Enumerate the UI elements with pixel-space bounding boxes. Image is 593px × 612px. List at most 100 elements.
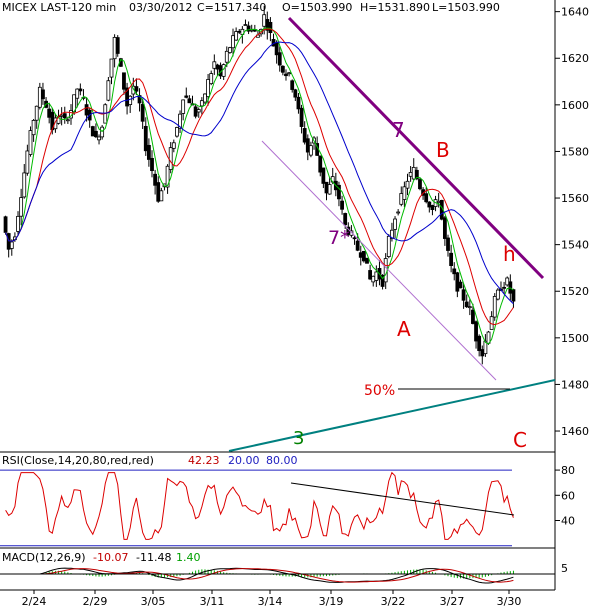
candle [165,164,170,194]
candle [137,88,142,112]
header-date: 03/30/2012 [129,1,192,14]
ma-slow-line [5,41,514,305]
candle [277,46,282,72]
label-wave-a: A [397,317,411,341]
price-tick-label: 1560 [561,192,589,205]
candle [265,11,270,40]
candle [495,288,500,301]
candle [427,201,432,213]
candle [321,167,326,189]
candle [296,92,301,114]
ma-mid-line [5,28,514,326]
candle [3,215,8,235]
candle [28,126,33,157]
candle [34,105,39,129]
candle [100,125,105,140]
candle [393,216,397,238]
candle [408,166,413,182]
x-tick-label: 3/19 [319,595,344,608]
candle [156,176,161,203]
candle [94,123,98,139]
candle [492,293,497,321]
candle [37,82,42,110]
x-tick-label: 3/11 [200,595,225,608]
price-tick-label: 1640 [561,6,589,19]
candle [243,19,248,26]
header-open: O=1503.990 [282,1,352,14]
candle [430,204,435,216]
price-tick-label: 1620 [561,52,589,65]
candle [424,187,429,204]
candle [153,169,158,195]
x-axis: 2/24 2/29 3/05 3/11 3/14 3/19 3/22 3/27 3/30 [22,590,521,608]
price-tick-label: 1520 [561,285,589,298]
candle [224,46,229,68]
candle [134,78,139,96]
candle [234,27,239,41]
candle [22,164,27,199]
candle [209,70,214,86]
rsi-divergence-line [290,482,515,516]
support-line-3 [228,379,556,452]
candle [449,244,454,273]
candle [231,28,235,57]
candle [199,97,204,115]
macd-value-3: 1.40 [176,551,201,564]
candle [87,108,92,128]
candle [97,134,101,145]
candle [365,257,369,264]
x-tick-label: 2/29 [83,595,108,608]
header-close: C=1517.340 [197,1,266,14]
candle [284,69,288,81]
candle [75,88,80,108]
label-fib-50: 50% [364,383,395,399]
label-support-3: 3 [293,428,304,449]
candle [374,265,379,287]
candle [327,177,332,195]
candle [178,110,182,134]
candle [106,76,111,102]
candle [203,93,207,104]
candle [59,107,64,126]
x-tick-label: 3/22 [381,595,406,608]
candle [196,107,201,118]
candle [489,311,494,330]
candle [128,95,133,113]
candle [309,141,313,158]
candle [390,222,394,242]
candle [442,215,447,246]
candle [25,144,30,176]
candle [175,126,179,138]
rsi-tick-label: 60 [561,489,575,502]
candle [405,173,410,196]
rsi-upper-value: 80.00 [266,454,298,467]
candle [361,250,366,263]
candle [471,303,475,325]
candle [44,97,48,109]
candle [461,283,466,309]
rsi-tick-label: 80 [561,464,575,477]
x-tick-label: 3/27 [440,595,465,608]
candle [143,117,148,156]
macd-value-2: -11.48 [136,551,171,564]
macd-signal-line [5,568,514,583]
candle [84,98,89,122]
rsi-lower-value: 20.00 [228,454,260,467]
candle [464,294,469,308]
x-tick-label: 2/24 [22,595,47,608]
header-low: L=1503.990 [432,1,500,14]
price-tick-label: 1500 [561,332,589,345]
trendline-lower-7-star [261,140,497,381]
header-symbol: MICEX LAST-120 min [2,1,116,14]
candle [184,87,189,99]
candle [227,46,232,54]
candle [324,181,329,201]
candle [109,58,114,85]
candle [31,118,36,142]
candle [212,54,217,75]
candle [246,21,251,35]
candle [150,150,154,178]
price-tick-label: 1540 [561,239,589,252]
moving-averages [5,27,514,345]
